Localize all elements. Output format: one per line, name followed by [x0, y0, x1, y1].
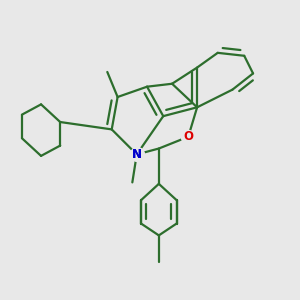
Text: N: N — [132, 148, 142, 161]
Text: O: O — [183, 130, 193, 143]
Text: N: N — [132, 148, 142, 161]
